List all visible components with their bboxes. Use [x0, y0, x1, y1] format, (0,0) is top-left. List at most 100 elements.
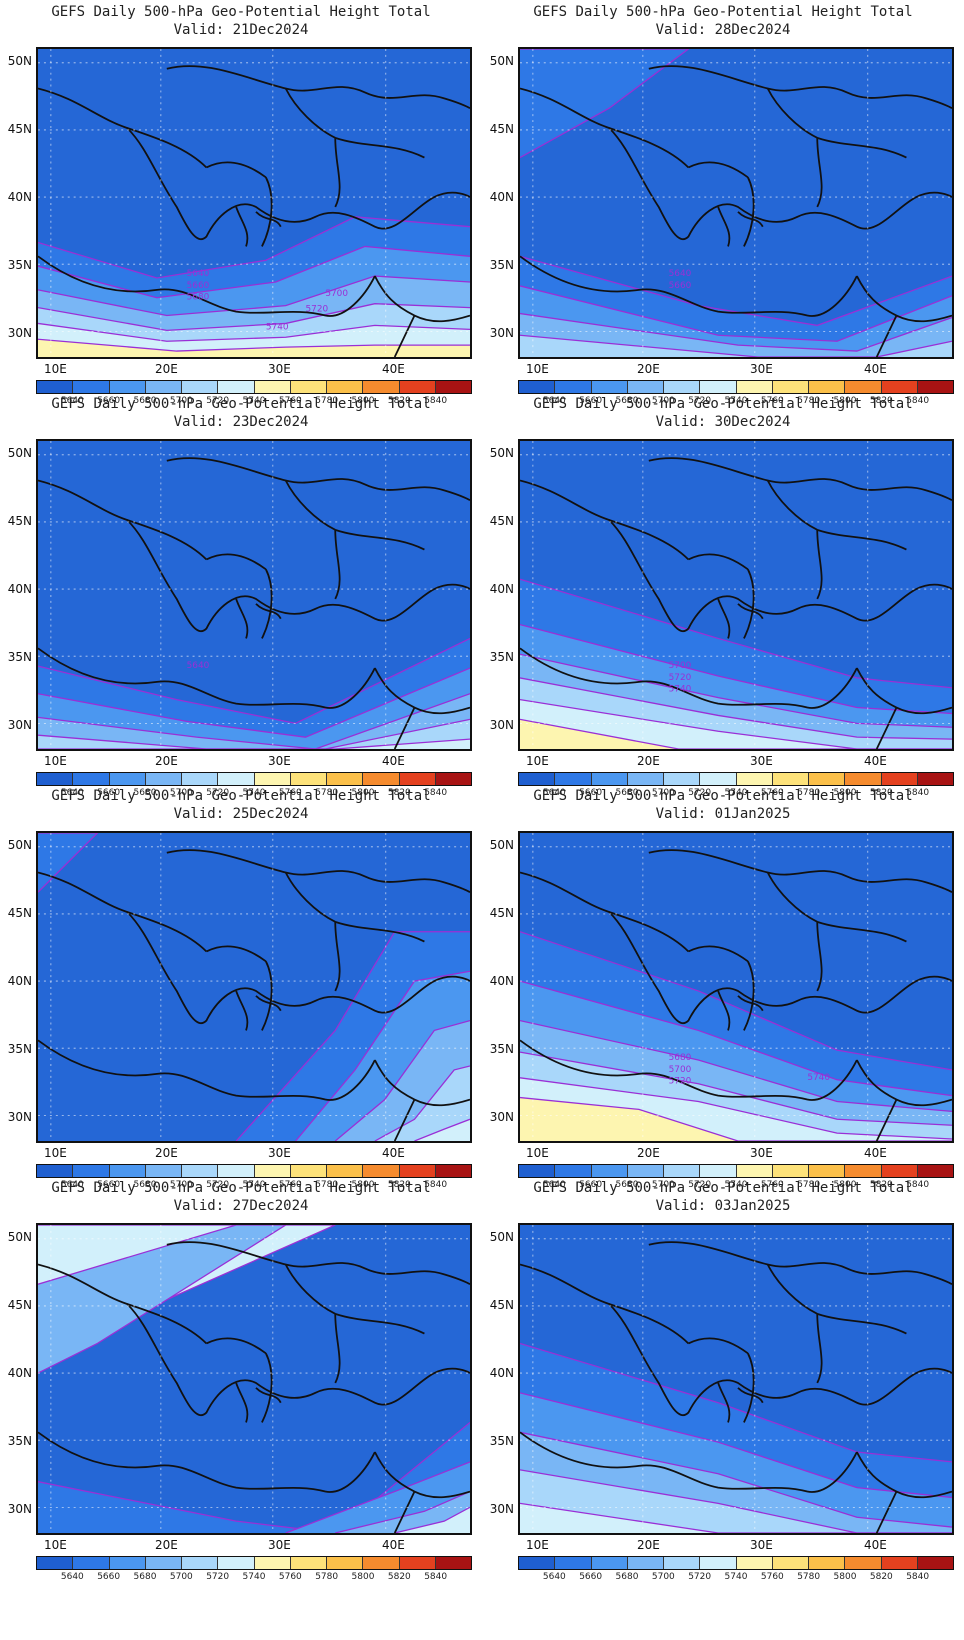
coastline [235, 206, 282, 247]
longitude-label: 40E [382, 1538, 405, 1552]
colorbar-tick-label: 5800 [351, 1180, 375, 1190]
contour-line [520, 1019, 952, 1113]
colorbar-swatch [772, 1165, 809, 1177]
colorbar [36, 380, 472, 394]
height-band [520, 335, 952, 357]
coastline [166, 1241, 470, 1285]
contour-label: 5660 [187, 281, 210, 291]
contour-line [520, 718, 952, 749]
contour-line [38, 718, 470, 749]
colorbar-swatch [399, 381, 436, 393]
colorbar-swatch [555, 381, 592, 393]
coastline [374, 667, 470, 749]
colorbar-tick-label: 5820 [387, 1572, 411, 1582]
contour-label: 5700 [325, 289, 348, 299]
colorbar-tick-label: 5800 [833, 1180, 857, 1190]
coastline [520, 479, 952, 632]
coastline [126, 127, 273, 247]
longitude-label: 10E [526, 362, 549, 376]
panel-title: GEFS Daily 500-hPa Geo-Potential Height … [533, 4, 913, 20]
longitude-label: 30E [268, 1146, 291, 1160]
colorbar-tick-label: 5640 [60, 1572, 84, 1582]
contour-line [285, 1461, 470, 1533]
colorbar-tick-label: 5640 [542, 396, 566, 406]
latitude-label: 50N [7, 446, 32, 460]
contour-line [520, 49, 690, 159]
coastline [38, 1263, 470, 1416]
colorbar-swatch [363, 773, 400, 785]
geopotential-map [36, 1223, 472, 1535]
coastline [766, 88, 907, 208]
contour-line [520, 1051, 952, 1126]
colorbar-swatch [664, 381, 701, 393]
coastline [235, 1382, 282, 1423]
colorbar-tick-label: 5780 [315, 396, 339, 406]
latitude-label: 40N [7, 1366, 32, 1380]
colorbar-tick-label: 5680 [133, 1572, 157, 1582]
colorbar-swatch [664, 1557, 701, 1569]
colorbar-swatch [327, 381, 364, 393]
colorbar-tick-label: 5740 [242, 396, 266, 406]
colorbar-tick-label: 5840 [906, 1180, 930, 1190]
colorbar-tick-label: 5700 [169, 788, 193, 798]
colorbar-tick-label: 5820 [387, 1180, 411, 1190]
colorbar-swatch [73, 1165, 110, 1177]
colorbar-tick-label: 5700 [169, 1180, 193, 1190]
colorbar-swatch [145, 1165, 182, 1177]
colorbar-tick-label: 5840 [424, 1180, 448, 1190]
colorbar-tick-label: 5660 [579, 788, 603, 798]
colorbar-tick-label: 5660 [97, 1572, 121, 1582]
contour-line [38, 303, 470, 331]
colorbar-swatch [435, 381, 471, 393]
height-band [38, 668, 470, 749]
colorbar-tick-label: 5740 [724, 1180, 748, 1190]
contour-line [520, 931, 952, 1071]
coastline [520, 87, 952, 240]
contour-label: 5680 [669, 1053, 692, 1063]
panel-title: GEFS Daily 500-hPa Geo-Potential Height … [51, 396, 431, 412]
colorbar-swatch [881, 381, 918, 393]
colorbar-tick-label: 5680 [615, 1572, 639, 1582]
contour-line [374, 1065, 470, 1141]
latitude-label: 30N [7, 326, 32, 340]
colorbar-swatch [845, 773, 882, 785]
contour-line [520, 1431, 952, 1528]
colorbar-tick-label: 5720 [206, 1180, 230, 1190]
colorbar-tick-label: 5820 [387, 788, 411, 798]
colorbar-tick-label: 5640 [60, 788, 84, 798]
coastline [717, 206, 764, 247]
colorbar-swatch [591, 773, 628, 785]
coastline [38, 1039, 376, 1101]
longitude-label: 30E [750, 1146, 773, 1160]
colorbar-swatch [37, 1165, 74, 1177]
colorbar-tick-label: 5720 [206, 1572, 230, 1582]
colorbar-swatch [254, 1165, 291, 1177]
longitude-label: 40E [864, 1146, 887, 1160]
latitude-label: 30N [7, 1502, 32, 1516]
colorbar-tick-label: 5700 [169, 396, 193, 406]
height-band [520, 49, 689, 357]
coastline [166, 849, 470, 893]
latitude-label: 40N [489, 974, 514, 988]
colorbar-swatch [591, 1165, 628, 1177]
height-band [520, 719, 952, 749]
height-band [38, 1422, 470, 1533]
geopotential-map: 5640 [36, 439, 472, 751]
contour-label: 5720 [306, 305, 329, 315]
colorbar-swatch [664, 773, 701, 785]
latitude-label: 45N [489, 1298, 514, 1312]
colorbar-tick-label: 5840 [424, 788, 448, 798]
contour-label: 5700 [669, 1065, 692, 1075]
colorbar-swatch [627, 1557, 664, 1569]
colorbar-swatch [327, 1557, 364, 1569]
contour-line [38, 1421, 470, 1533]
colorbar-tick-label: 5700 [651, 1572, 675, 1582]
latitude-label: 30N [7, 1110, 32, 1124]
longitude-label: 20E [637, 1538, 660, 1552]
colorbar-tick-label: 5800 [833, 1572, 857, 1582]
colorbar-swatch [327, 773, 364, 785]
coastline [648, 457, 952, 501]
panel-title: GEFS Daily 500-hPa Geo-Potential Height … [51, 1180, 431, 1196]
longitude-label: 40E [864, 362, 887, 376]
